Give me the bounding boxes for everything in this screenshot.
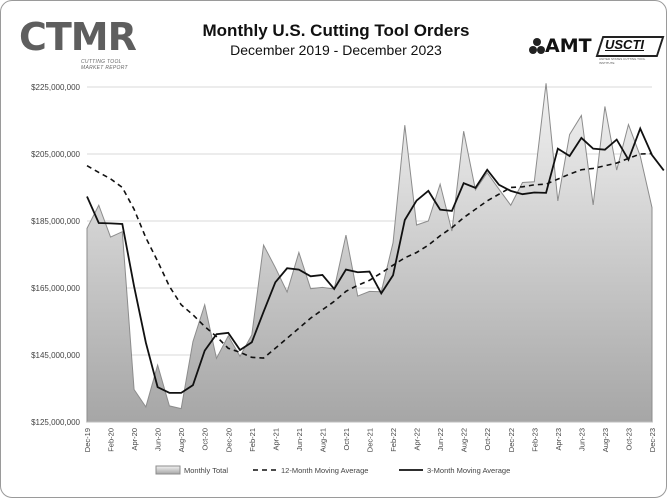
ctmr-logo-text: CTMR	[19, 15, 137, 59]
y-tick-label: $185,000,000	[31, 217, 80, 226]
x-tick-label: Dec-19	[83, 428, 92, 452]
legend-swatch-monthly-total	[155, 465, 181, 475]
x-tick-label: Oct-20	[201, 428, 210, 451]
ctmr-logo: CTMR CUTTING TOOL MARKET REPORT	[19, 17, 139, 77]
chart-subtitle: December 2019 - December 2023	[230, 42, 442, 58]
x-tick-label: Aug-21	[318, 428, 327, 452]
x-tick-label: Jun-20	[154, 428, 163, 451]
x-tick-label: Feb-20	[107, 428, 116, 452]
x-tick-label: Dec-21	[366, 428, 375, 452]
x-tick-label: Feb-23	[530, 428, 539, 452]
x-tick-label: Aug-23	[601, 428, 610, 452]
amt-uscti-logo: AMT USCTI UNITED STATES CUTTING TOOL INS…	[529, 35, 665, 65]
legend-label-12-month-moving-average: 12-Month Moving Average	[281, 466, 368, 475]
y-tick-label: $165,000,000	[31, 284, 80, 293]
x-tick-label: Apr-23	[554, 428, 563, 451]
x-tick-label: Feb-22	[389, 428, 398, 452]
uscti-logo-tagline: UNITED STATES CUTTING TOOL INSTITUTE	[599, 57, 646, 65]
ctmr-logo-subtitle: CUTTING TOOL MARKET REPORT	[81, 59, 128, 71]
x-tick-label: Oct-22	[483, 428, 492, 451]
y-tick-label: $145,000,000	[31, 351, 80, 360]
x-tick-label: Apr-22	[413, 428, 422, 451]
x-tick-label: Jun-23	[577, 428, 586, 451]
chart-title: Monthly U.S. Cutting Tool Orders	[202, 21, 470, 40]
y-tick-label: $205,000,000	[31, 150, 80, 159]
x-tick-label: Apr-20	[130, 428, 139, 451]
x-tick-label: Oct-21	[342, 428, 351, 451]
x-tick-label: Jun-22	[436, 428, 445, 451]
x-tick-label: Oct-23	[624, 428, 633, 451]
legend-label-monthly-total: Monthly Total	[184, 466, 228, 475]
x-tick-label: Dec-20	[224, 428, 233, 452]
x-tick-label: Dec-23	[648, 428, 657, 452]
series-3-month-moving-average-line	[86, 126, 665, 394]
series-12-month-moving-average-line	[86, 152, 653, 359]
legend-label-3-month-moving-average: 3-Month Moving Average	[427, 466, 510, 475]
x-tick-label: Dec-22	[507, 428, 516, 452]
x-tick-label: Aug-20	[177, 428, 186, 452]
uscti-logo-text: USCTI	[605, 37, 644, 52]
x-tick-label: Jun-21	[295, 428, 304, 451]
x-tick-label: Feb-21	[248, 428, 257, 452]
amt-emblem-icon	[529, 38, 545, 54]
y-tick-label: $225,000,000	[31, 83, 80, 92]
y-tick-label: $125,000,000	[31, 418, 80, 427]
x-tick-label: Aug-22	[460, 428, 469, 452]
series-monthly-total-area	[86, 83, 653, 423]
amt-logo-text: AMT	[545, 35, 592, 57]
x-tick-label: Apr-21	[271, 428, 280, 451]
